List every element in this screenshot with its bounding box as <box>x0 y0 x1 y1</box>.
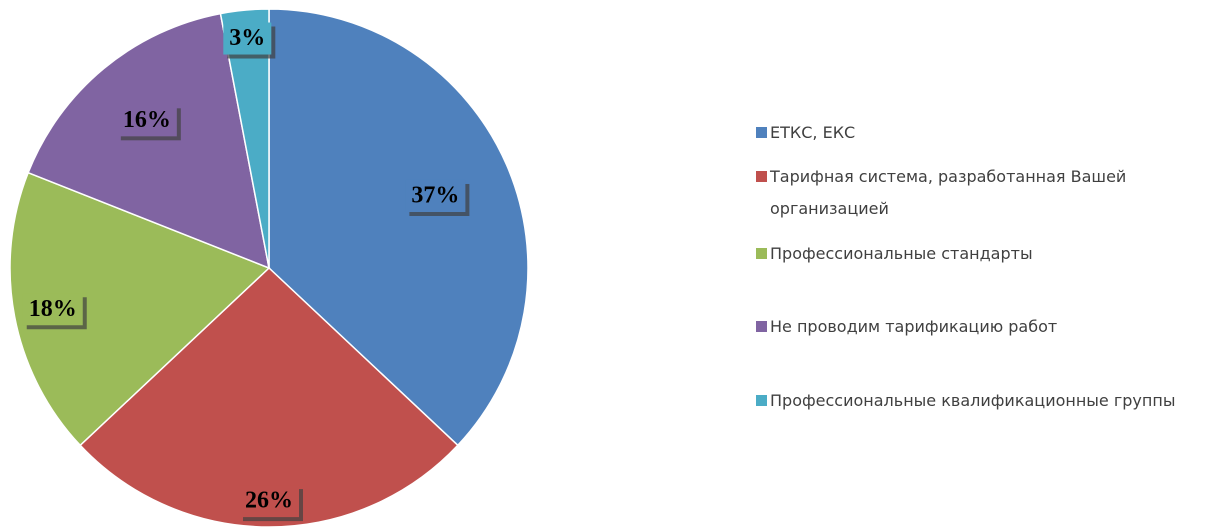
legend-swatch <box>756 321 767 332</box>
legend-item: Профессиональные квалификационные группы <box>752 385 1213 417</box>
data-label-text: 18% <box>29 296 77 322</box>
pie-slice <box>268 8 529 447</box>
legend-swatch <box>756 248 767 259</box>
data-label-text: 16% <box>123 107 171 133</box>
data-label: 37% <box>405 179 470 216</box>
legend-label: Профессиональные стандарты <box>770 244 1033 263</box>
data-label: 18% <box>22 293 87 330</box>
legend-swatch <box>756 127 767 138</box>
pie-slice <box>219 8 270 269</box>
chart: 37% 26% 18% 16% 3% <box>9 8 529 527</box>
pie-slice <box>27 12 270 270</box>
data-label: 3% <box>223 22 276 59</box>
data-label: 16% <box>116 104 181 141</box>
legend-swatch <box>756 395 767 406</box>
data-label: 26% <box>239 485 303 522</box>
legend-item: ЕТКС, ЕКС <box>752 117 1213 149</box>
label-box <box>22 293 83 326</box>
data-label-text: 26% <box>245 488 293 514</box>
label-box <box>239 485 299 518</box>
data-label-text: 37% <box>411 182 459 208</box>
legend-item: Тарифная система, разработанная Вашей ор… <box>752 161 1213 225</box>
legend-swatch <box>756 171 767 182</box>
legend-label: Профессиональные квалификационные группы <box>770 391 1176 410</box>
label-box <box>405 179 466 212</box>
legend-label: Тарифная система, разработанная Вашей ор… <box>770 167 1127 218</box>
legend-label: Не проводим тарификацию работ <box>770 317 1058 336</box>
legend-item: Не проводим тарификацию работ <box>752 311 1213 343</box>
label-box <box>116 104 177 137</box>
legend-item: Профессиональные стандарты <box>752 238 1213 270</box>
data-label-text: 3% <box>229 25 265 51</box>
pie-slice <box>79 266 459 527</box>
label-box <box>223 22 272 55</box>
pie-slice <box>9 171 271 447</box>
legend-label: ЕТКС, ЕКС <box>770 123 856 142</box>
